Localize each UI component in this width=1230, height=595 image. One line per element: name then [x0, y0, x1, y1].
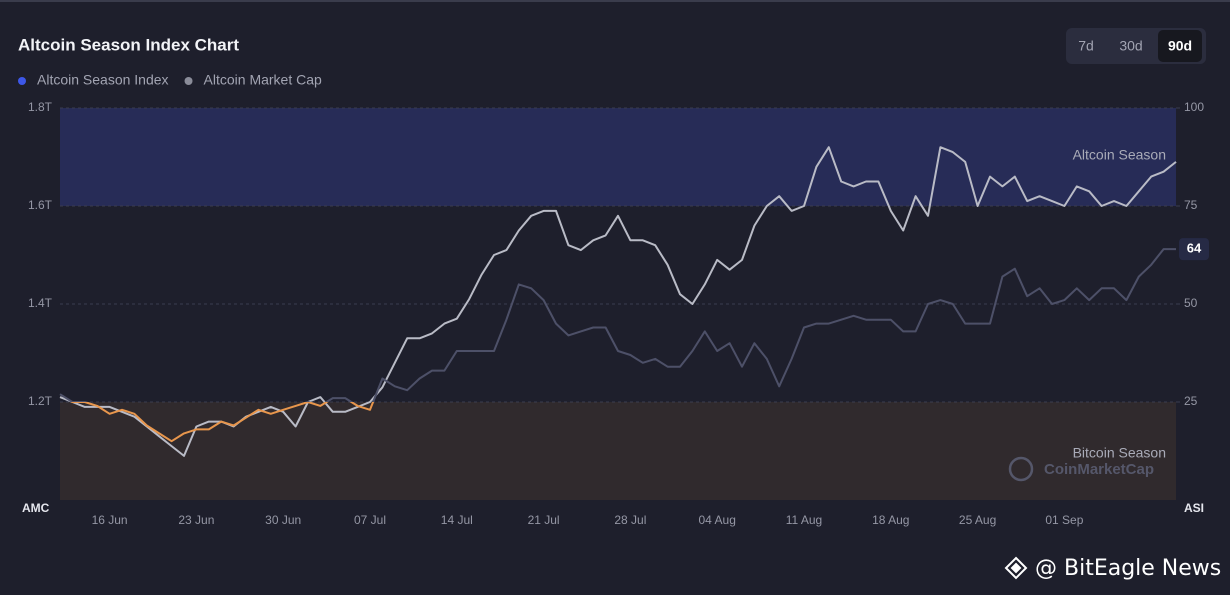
y-axis-label: AMC: [22, 501, 50, 515]
band-label: Altcoin Season: [1073, 147, 1166, 163]
legend-label: Altcoin Market Cap: [204, 72, 322, 88]
y-tick-label: 1.8T: [28, 100, 53, 114]
x-tick-label: 28 Jul: [614, 513, 646, 527]
x-tick-label: 07 Jul: [354, 513, 386, 527]
range-button-bg: [1158, 30, 1202, 62]
range-button-label: 30d: [1119, 38, 1142, 54]
series-line: [59, 248, 1176, 443]
credit: @ BitEagle News: [1004, 556, 1221, 581]
plot-area: Altcoin Season Bitcoin Season 1.2T 1.4T 1.6T…: [18, 72, 1209, 527]
y-tick-label: 1.6T: [28, 198, 53, 212]
legend-dot: [18, 77, 26, 85]
watermark-text: CoinMarketCap: [1044, 461, 1154, 478]
legend-dot: [184, 77, 193, 85]
x-tick-label: 04 Aug: [699, 513, 736, 527]
x-tick-label: 14 Jul: [441, 513, 473, 527]
band-label: Bitcoin Season: [1073, 445, 1166, 461]
y2-axis-label: ASI: [1184, 501, 1204, 515]
y-tick-label: 1.2T: [28, 394, 53, 408]
current-value-badge: [1179, 238, 1209, 261]
watermark: CoinMarketCap: [1008, 456, 1154, 482]
x-tick-label: 23 Jun: [178, 513, 214, 527]
x-tick-label: 01 Sep: [1045, 513, 1083, 527]
y2-tick-label: 25: [1184, 394, 1198, 408]
y-tick-label: 1.4T: [28, 296, 53, 310]
range-button-label: 90d: [1168, 38, 1192, 54]
y2-tick-label: 100: [1184, 100, 1204, 114]
y2-tick-label: 75: [1184, 198, 1198, 212]
y2-tick-label: 50: [1184, 296, 1198, 310]
x-tick-label: 21 Jul: [528, 513, 560, 527]
x-tick-label: 16 Jun: [92, 513, 128, 527]
x-tick-label: 30 Jun: [265, 513, 301, 527]
x-tick-label: 18 Aug: [872, 513, 909, 527]
legend-label: Altcoin Season Index: [37, 72, 169, 88]
range-button[interactable]: 7d: [1078, 38, 1094, 54]
credit-text: @ BitEagle News: [1035, 556, 1221, 581]
range-button[interactable]: 90d: [1158, 30, 1202, 62]
watermark-logo: [1008, 456, 1034, 482]
x-tick-label: 25 Aug: [959, 513, 996, 527]
current-value-label: 64: [1187, 241, 1202, 256]
chart-title: Altcoin Season Index Chart: [18, 35, 239, 54]
range-button[interactable]: 30d: [1119, 38, 1142, 54]
logo-core: [1010, 562, 1022, 574]
x-tick-label: 11 Aug: [786, 513, 822, 527]
logo-diamond: [1004, 556, 1028, 580]
range-button-label: 7d: [1078, 38, 1094, 54]
season-band: [60, 402, 1176, 500]
season-band: [60, 108, 1176, 206]
credit-logo: [1004, 556, 1028, 580]
range-controls: 7d 30d 90d: [1066, 28, 1206, 64]
